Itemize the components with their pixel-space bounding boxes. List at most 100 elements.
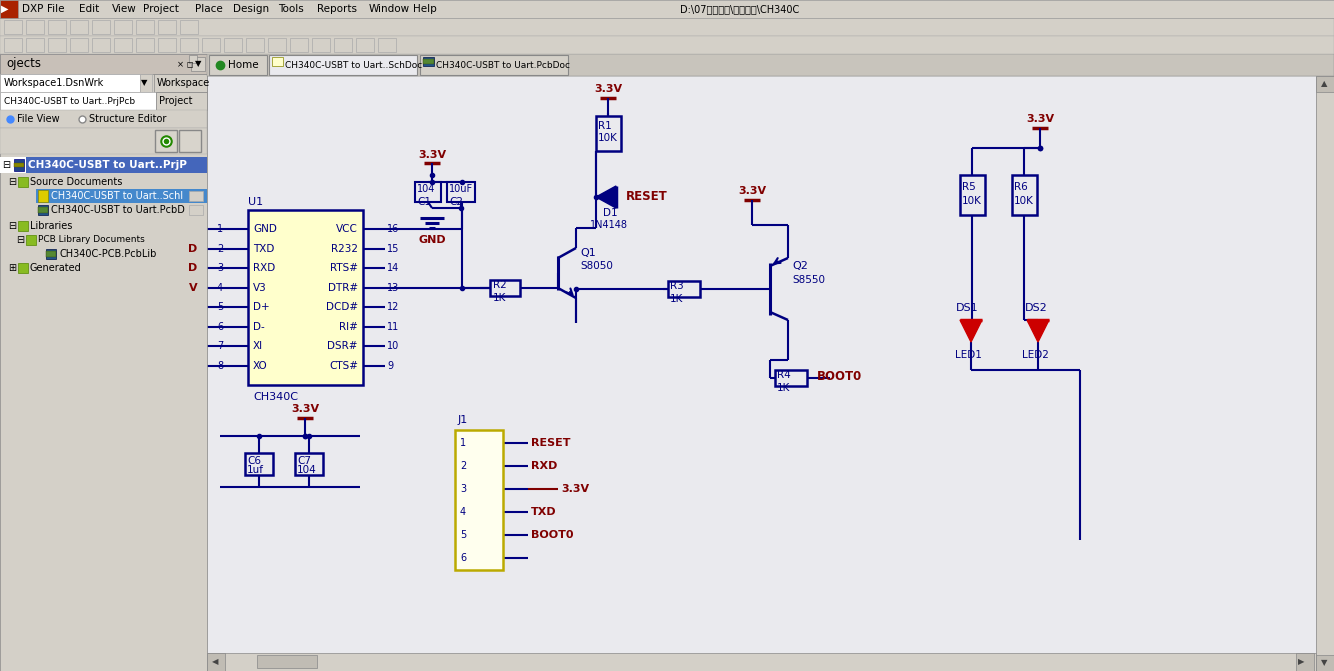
Text: ⊟: ⊟ (8, 177, 16, 187)
Text: 15: 15 (387, 244, 399, 254)
Text: Project: Project (144, 4, 179, 14)
Bar (0, 18, 1334, 36)
Bar (25, 235, 36, 245)
Bar (92, 38, 109, 52)
Bar (272, 57, 283, 66)
Text: 5: 5 (216, 302, 223, 312)
Text: DXP: DXP (21, 4, 44, 14)
Text: RESET: RESET (626, 191, 668, 203)
Polygon shape (1027, 320, 1049, 342)
Text: Workspace1.DsnWrk: Workspace1.DsnWrk (4, 78, 104, 88)
Text: Place: Place (195, 4, 223, 14)
Text: GND: GND (253, 224, 277, 234)
Bar (1013, 175, 1037, 215)
Bar (423, 57, 434, 66)
Text: VCC: VCC (336, 224, 358, 234)
Bar (245, 453, 273, 475)
Text: DS2: DS2 (1025, 303, 1047, 313)
Text: Generated: Generated (29, 263, 81, 273)
Text: Edit: Edit (80, 4, 100, 14)
Text: D: D (188, 263, 197, 273)
Bar (4, 20, 21, 34)
Text: 1K: 1K (776, 383, 790, 393)
Text: CTS#: CTS# (329, 360, 358, 370)
Text: ojects: ojects (5, 58, 41, 70)
Bar (17, 177, 28, 187)
Text: 5: 5 (460, 530, 467, 540)
Bar (189, 205, 203, 215)
Bar (420, 55, 568, 75)
Text: 10K: 10K (1014, 196, 1034, 206)
Bar (45, 249, 56, 259)
Bar (113, 20, 132, 34)
Bar (25, 20, 44, 34)
Bar (180, 20, 197, 34)
Text: S8050: S8050 (580, 261, 612, 271)
Text: 11: 11 (387, 321, 399, 331)
Bar (37, 207, 48, 213)
Text: Window: Window (368, 4, 410, 14)
Text: DS1: DS1 (956, 303, 979, 313)
Bar (0, 92, 156, 110)
Bar (17, 221, 28, 231)
Text: XO: XO (253, 360, 268, 370)
Text: 3.3V: 3.3V (418, 150, 446, 160)
Text: 16: 16 (387, 224, 399, 234)
Bar (189, 191, 203, 201)
Text: 6: 6 (460, 553, 466, 563)
Bar (36, 189, 207, 203)
Text: 3: 3 (217, 263, 223, 273)
Text: PCB Library Documents: PCB Library Documents (37, 236, 145, 244)
Bar (1317, 76, 1334, 671)
Bar (25, 38, 44, 52)
Text: 10uF: 10uF (450, 184, 474, 194)
Text: CH340C-PCB.PcbLib: CH340C-PCB.PcbLib (59, 249, 156, 259)
Bar (191, 57, 205, 71)
Bar (156, 92, 207, 110)
Bar (0, 54, 207, 74)
Text: CH340C-USBT to Uart.PcbDoc: CH340C-USBT to Uart.PcbDoc (436, 60, 570, 70)
Bar (113, 38, 132, 52)
Bar (1317, 655, 1334, 671)
Bar (0, 74, 140, 92)
Bar (179, 130, 201, 152)
Bar (447, 182, 475, 202)
Text: V3: V3 (253, 282, 267, 293)
Text: D:\07技术资源\设计资源\CH340C: D:\07技术资源\设计资源\CH340C (680, 4, 799, 14)
Bar (0, 54, 207, 671)
Bar (356, 38, 374, 52)
Text: Q2: Q2 (792, 261, 808, 271)
Bar (378, 38, 396, 52)
Text: 10K: 10K (598, 133, 618, 143)
Text: ▲: ▲ (1321, 79, 1327, 89)
Bar (180, 38, 197, 52)
Bar (155, 130, 177, 152)
Bar (25, 157, 207, 173)
Bar (207, 54, 1334, 76)
Text: Workspace: Workspace (157, 78, 211, 88)
Bar (207, 653, 225, 671)
Text: CH340C-USBT to Uart..PrjP: CH340C-USBT to Uart..PrjP (28, 160, 187, 170)
Text: Design: Design (233, 4, 269, 14)
Bar (136, 38, 153, 52)
Bar (0, 110, 207, 128)
Bar (960, 175, 984, 215)
Text: ▶: ▶ (1, 4, 8, 14)
Bar (140, 74, 152, 92)
Text: D: D (188, 244, 197, 254)
Text: 7: 7 (216, 341, 223, 351)
Text: D+: D+ (253, 302, 269, 312)
Bar (0, 0, 1334, 18)
Text: LED1: LED1 (955, 350, 982, 360)
Bar (1317, 76, 1334, 92)
Text: RXD: RXD (253, 263, 275, 273)
Text: 10: 10 (387, 341, 399, 351)
Bar (775, 370, 807, 386)
Bar (207, 76, 1317, 671)
Text: C1: C1 (418, 197, 431, 207)
Text: R6: R6 (1014, 182, 1027, 192)
Bar (13, 163, 24, 167)
Bar (45, 251, 56, 257)
Bar (668, 281, 700, 297)
Bar (48, 20, 65, 34)
